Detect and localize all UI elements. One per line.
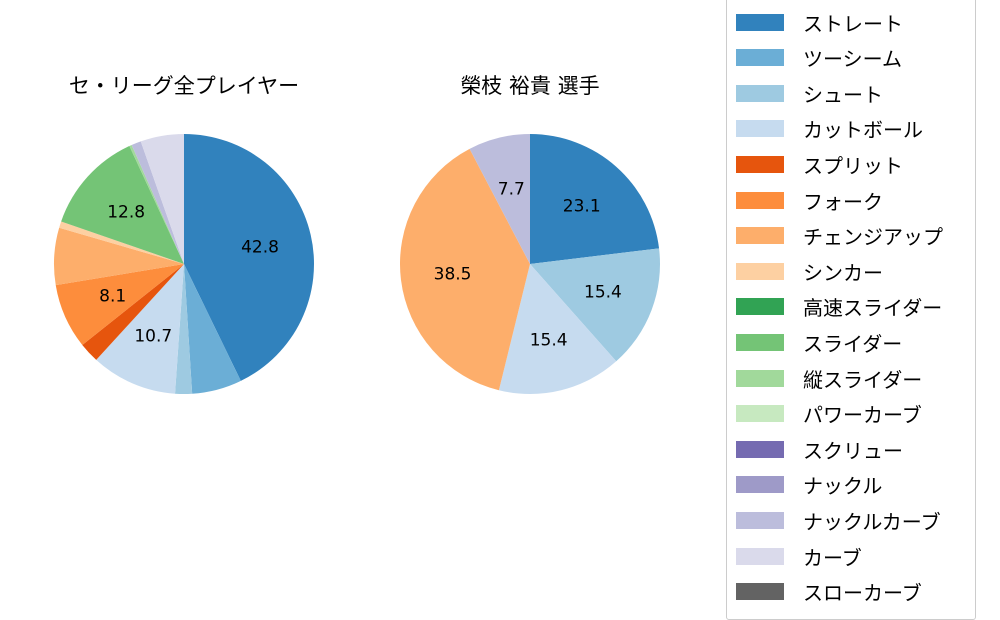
pie-slice [400,148,530,391]
pie-slice [82,264,184,360]
legend-label: ツーシーム [803,47,902,72]
legend-label: フォーク [803,189,883,214]
legend-label: シュート [803,82,883,107]
legend-label: チェンジアップ [803,225,943,250]
pie-slice [184,134,314,381]
legend-swatch [736,120,784,138]
legend-swatch [736,84,784,102]
chart-title-player: 榮枝 裕貴 選手 [460,74,600,98]
legend-label: スプリット [803,153,903,178]
legend-swatch [736,583,784,601]
legend-label: ナックル [803,474,883,499]
pie-slice [530,134,660,264]
legend-label: スライダー [803,331,903,356]
legend-label: 縦スライダー [803,367,923,392]
legend-swatch [736,262,784,280]
pie-slice [469,134,530,264]
slice-label: 42.8 [241,238,279,258]
legend-label: カットボール [803,118,923,143]
pie-slice [175,264,193,394]
legend-label: ストレート [803,11,903,36]
pie-league: 42.8 10.7 8.1 12.8 [53,134,314,394]
pie-slice [498,264,617,394]
legend-swatch [736,155,784,173]
legend-swatch [736,511,784,529]
chart-title-league: セ・リーグ全プレイヤー [68,74,300,98]
slice-label: 15.4 [584,283,622,303]
pie-slice [184,264,241,394]
pie-slice [530,248,660,362]
legend-swatch [736,369,784,387]
slice-label: 15.4 [530,331,568,351]
legend-swatch [736,547,784,565]
legend-swatch [736,476,784,494]
legend-label: シンカー [803,260,883,285]
legend-swatch [736,13,784,31]
legend-swatch [736,227,784,245]
slice-label: 8.1 [99,287,126,307]
slice-label: 12.8 [107,203,145,223]
legend-swatch [736,191,784,209]
legend-label: ナックルカーブ [803,509,941,534]
pie-slice [59,221,184,264]
slice-label: 10.7 [134,327,172,347]
pie-slice [96,264,184,394]
pie-slice [61,146,184,264]
legend-swatch [736,440,784,458]
legend-swatch [736,405,784,423]
legend-label: 高速スライダー [803,296,943,321]
pie-slice [140,134,184,264]
pie-slice [55,264,184,345]
pie-slice [129,145,184,264]
legend-label: スローカーブ [803,581,922,606]
pie-charts: 42.8 10.7 8.1 12.8 23.1 15.4 15.4 38.5 7.7 [53,134,660,394]
slice-label: 23.1 [563,197,601,217]
slice-label: 7.7 [498,179,525,199]
legend-label: カーブ [803,545,862,570]
legend-label: パワーカーブ [803,403,922,428]
legend-swatch [736,49,784,67]
pie-slice [53,227,184,286]
slice-label: 38.5 [434,264,472,284]
pie-player: 23.1 15.4 15.4 38.5 7.7 [400,134,660,394]
legend-swatch [736,333,784,351]
legend: ストレートツーシームシュートカットボール スプリットフォークチェンジアップ シンカー… [726,0,976,620]
legend-label: スクリュー [803,438,903,463]
pie-slice [131,141,184,264]
legend-swatch [736,298,784,316]
